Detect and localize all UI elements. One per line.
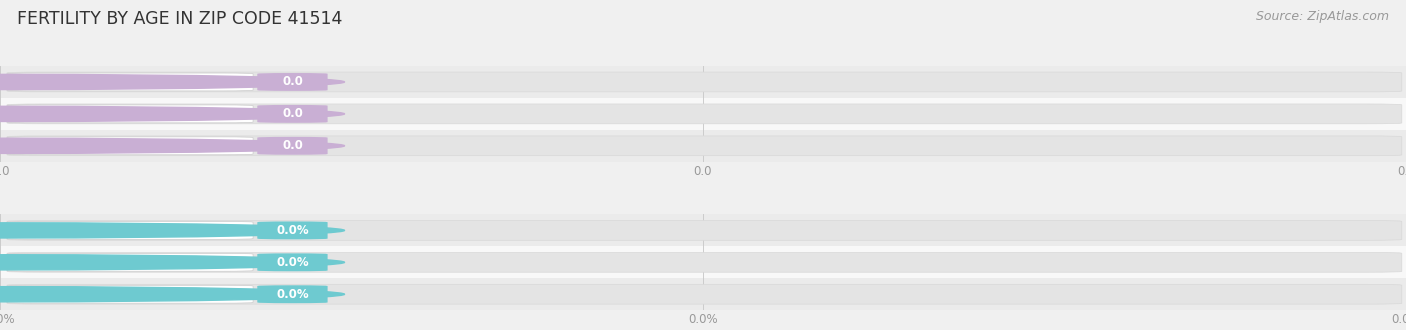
FancyBboxPatch shape — [7, 137, 253, 155]
Text: 35 to 50 years: 35 to 50 years — [96, 139, 193, 152]
Circle shape — [0, 255, 344, 270]
Text: 0.0: 0.0 — [283, 107, 302, 120]
FancyBboxPatch shape — [7, 72, 1402, 92]
FancyBboxPatch shape — [7, 285, 253, 303]
Text: 0.0%: 0.0% — [276, 224, 309, 237]
FancyBboxPatch shape — [7, 253, 253, 271]
Circle shape — [0, 74, 344, 89]
FancyBboxPatch shape — [7, 284, 1402, 304]
Bar — [0, 130, 1406, 162]
Bar — [0, 214, 1406, 247]
Text: 0.0%: 0.0% — [276, 288, 309, 301]
Text: 0.0: 0.0 — [283, 139, 302, 152]
Bar — [0, 247, 1406, 278]
Bar — [0, 278, 1406, 310]
Text: 20 to 34 years: 20 to 34 years — [96, 256, 193, 269]
Text: FERTILITY BY AGE IN ZIP CODE 41514: FERTILITY BY AGE IN ZIP CODE 41514 — [17, 10, 342, 28]
FancyBboxPatch shape — [7, 73, 253, 91]
FancyBboxPatch shape — [257, 253, 328, 271]
FancyBboxPatch shape — [257, 105, 328, 123]
Circle shape — [0, 287, 344, 302]
FancyBboxPatch shape — [257, 137, 328, 155]
Text: 35 to 50 years: 35 to 50 years — [96, 288, 193, 301]
Text: 15 to 19 years: 15 to 19 years — [96, 76, 193, 88]
FancyBboxPatch shape — [7, 136, 1402, 156]
FancyBboxPatch shape — [7, 105, 253, 123]
Text: 0.0: 0.0 — [283, 76, 302, 88]
Circle shape — [0, 106, 344, 121]
Bar — [0, 98, 1406, 130]
FancyBboxPatch shape — [7, 104, 1402, 124]
FancyBboxPatch shape — [257, 221, 328, 239]
Bar — [0, 66, 1406, 98]
FancyBboxPatch shape — [257, 285, 328, 303]
FancyBboxPatch shape — [7, 252, 1402, 272]
Circle shape — [0, 223, 344, 238]
FancyBboxPatch shape — [257, 73, 328, 91]
Text: 20 to 34 years: 20 to 34 years — [96, 107, 193, 120]
FancyBboxPatch shape — [7, 221, 253, 239]
Circle shape — [0, 138, 344, 153]
FancyBboxPatch shape — [7, 220, 1402, 240]
Text: 0.0%: 0.0% — [276, 256, 309, 269]
Text: Source: ZipAtlas.com: Source: ZipAtlas.com — [1256, 10, 1389, 23]
Text: 15 to 19 years: 15 to 19 years — [96, 224, 193, 237]
